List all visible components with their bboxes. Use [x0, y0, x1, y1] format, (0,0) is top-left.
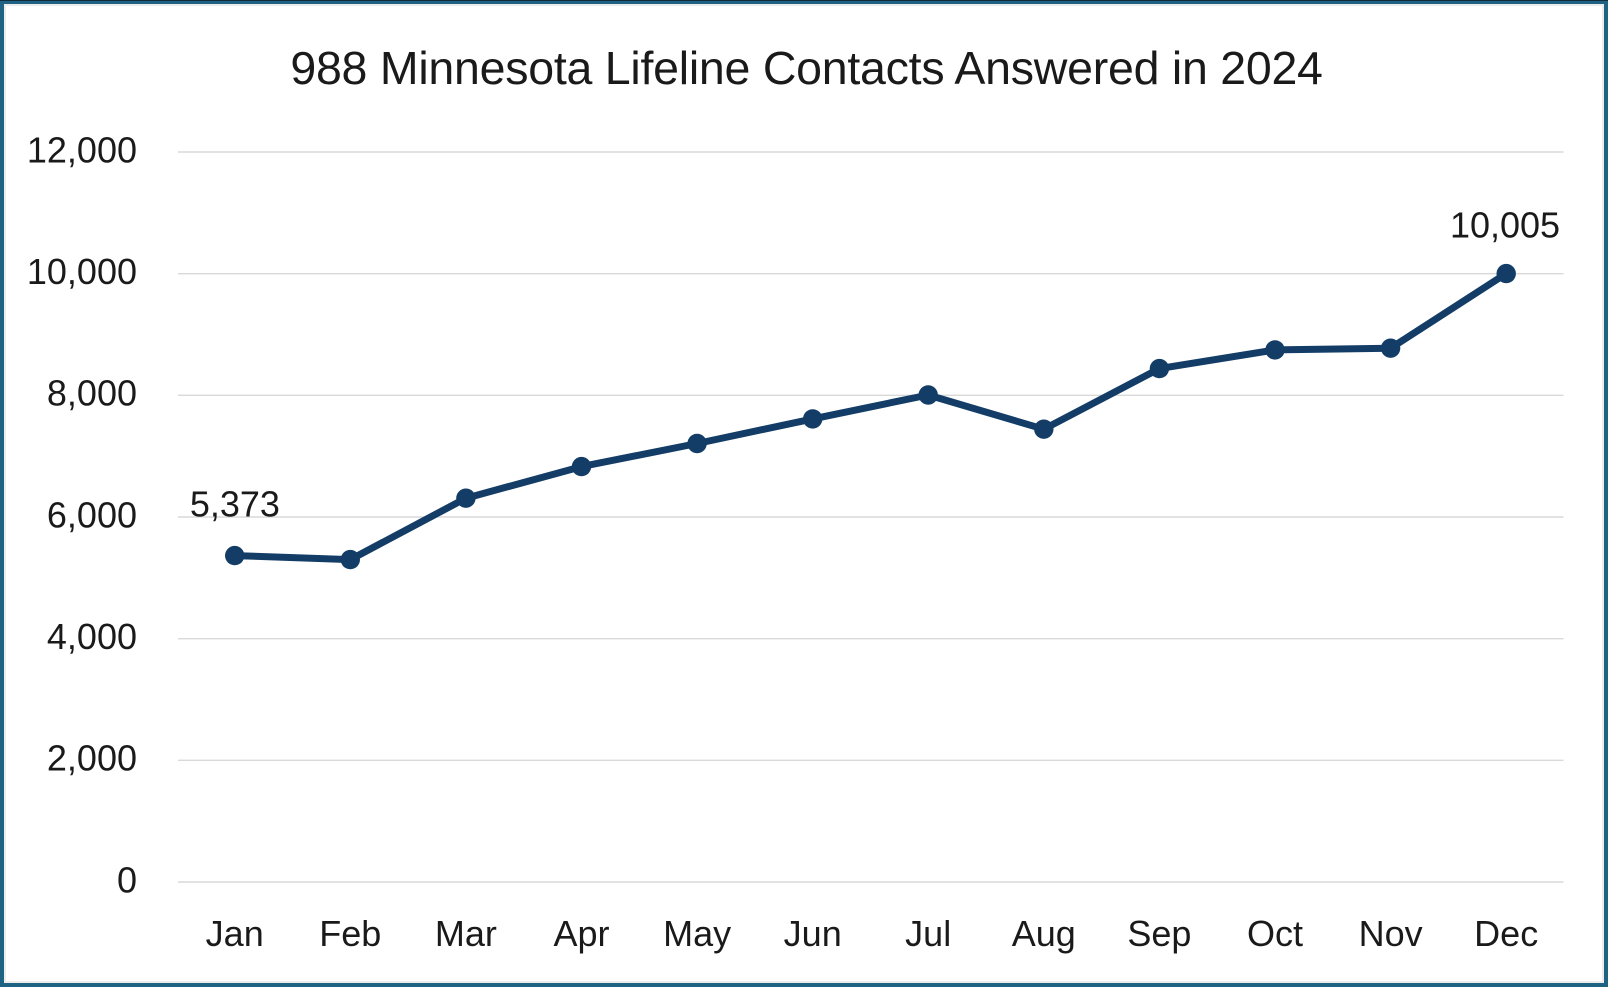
svg-text:Jul: Jul [905, 913, 951, 954]
svg-text:May: May [663, 913, 731, 954]
svg-text:Apr: Apr [553, 913, 609, 954]
svg-text:5,373: 5,373 [190, 484, 280, 525]
svg-text:6,000: 6,000 [47, 494, 137, 535]
svg-text:12,000: 12,000 [27, 129, 137, 170]
svg-text:Jan: Jan [206, 913, 264, 954]
svg-text:Nov: Nov [1359, 913, 1423, 954]
svg-text:988 Minnesota Lifeline Contact: 988 Minnesota Lifeline Contacts Answered… [290, 42, 1322, 94]
svg-text:Sep: Sep [1127, 913, 1191, 954]
svg-text:4,000: 4,000 [47, 616, 137, 657]
svg-text:Feb: Feb [319, 913, 381, 954]
svg-text:Jun: Jun [784, 913, 842, 954]
svg-text:Dec: Dec [1474, 913, 1538, 954]
svg-text:10,000: 10,000 [27, 251, 137, 292]
svg-text:Oct: Oct [1247, 913, 1303, 954]
svg-text:Mar: Mar [435, 913, 497, 954]
svg-text:8,000: 8,000 [47, 373, 137, 414]
svg-text:Aug: Aug [1012, 913, 1076, 954]
svg-text:0: 0 [117, 859, 137, 900]
svg-text:2,000: 2,000 [47, 738, 137, 779]
svg-text:10,005: 10,005 [1450, 205, 1560, 246]
